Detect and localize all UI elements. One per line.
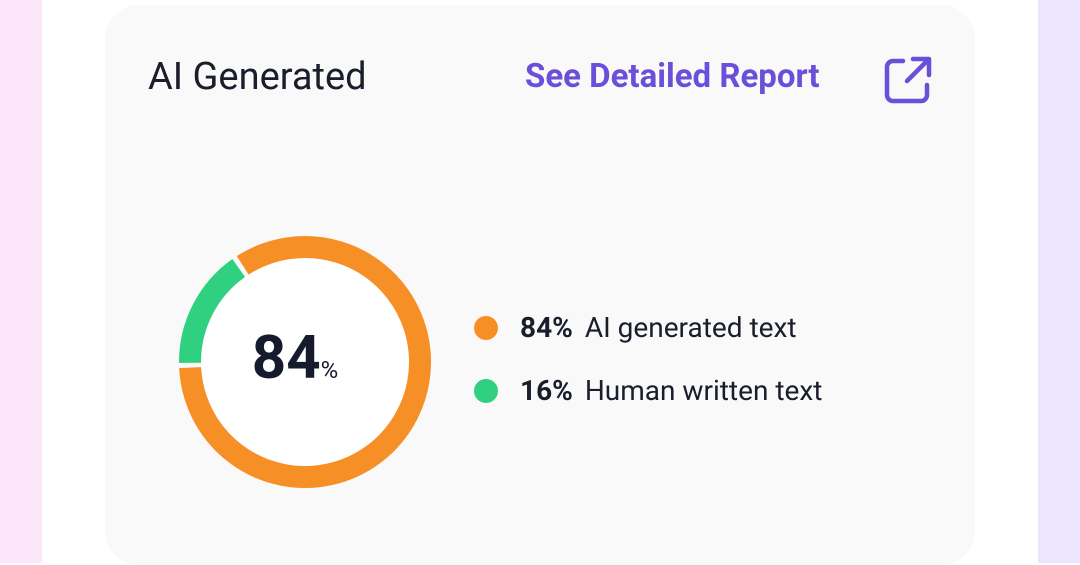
legend-label: 84% AI generated text: [520, 311, 797, 344]
donut-segment: [179, 236, 431, 488]
report-link[interactable]: See Detailed Report: [525, 57, 820, 96]
legend-value: 84%: [520, 311, 573, 344]
legend-marker: [474, 316, 498, 340]
legend-value: 16%: [520, 374, 573, 407]
center-label: 84%: [252, 322, 338, 393]
card-title: AI Generated: [148, 55, 367, 99]
legend-category: Human written text: [585, 374, 823, 407]
donut-hole: [201, 258, 409, 466]
donut-segment: [179, 259, 246, 364]
center-value: 84: [252, 322, 321, 393]
side-strip: [0, 0, 42, 563]
side-strip: [1038, 0, 1080, 563]
legend-marker: [474, 379, 498, 403]
external-link-icon[interactable]: [881, 53, 935, 107]
legend-category: AI generated text: [585, 311, 797, 344]
legend-label: 16% Human written text: [520, 374, 822, 407]
center-unit: %: [321, 356, 339, 384]
card: AI Generated See Detailed Report 84% 84% A…: [105, 5, 975, 565]
